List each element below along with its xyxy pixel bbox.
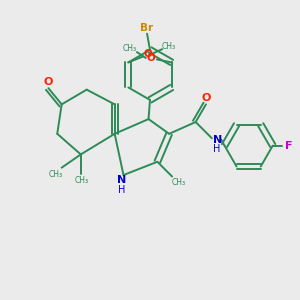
Text: O: O (202, 93, 211, 103)
Text: Br: Br (140, 23, 154, 33)
Text: CH₃: CH₃ (162, 42, 176, 51)
Text: F: F (285, 141, 293, 151)
Text: CH₃: CH₃ (74, 176, 88, 185)
Text: N: N (117, 175, 127, 185)
Text: O: O (144, 49, 153, 59)
Text: N: N (212, 135, 222, 145)
Text: O: O (147, 53, 155, 63)
Text: O: O (44, 77, 53, 87)
Text: H: H (118, 185, 126, 195)
Text: CH₃: CH₃ (123, 44, 137, 53)
Text: CH₃: CH₃ (49, 170, 63, 179)
Text: H: H (213, 144, 221, 154)
Text: CH₃: CH₃ (172, 178, 186, 187)
